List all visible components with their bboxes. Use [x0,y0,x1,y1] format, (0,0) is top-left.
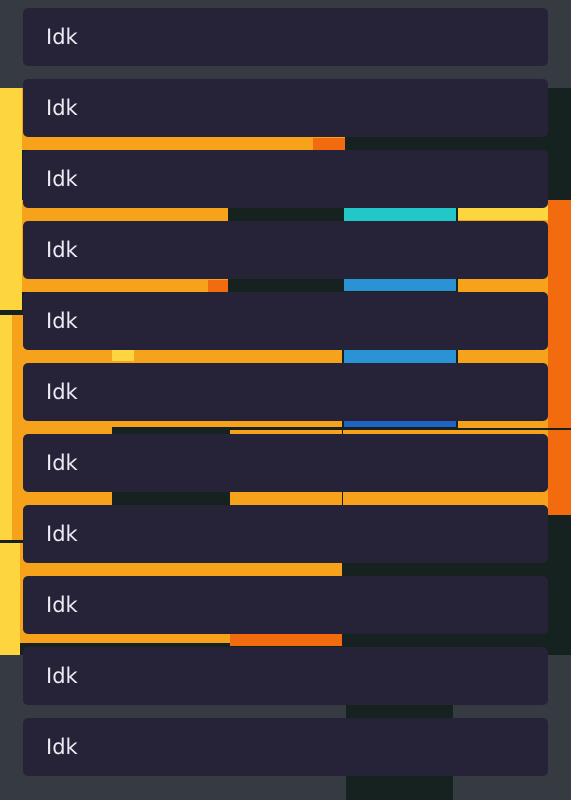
list-item[interactable]: Idk [23,647,548,705]
item-list: Idk Idk Idk Idk Idk Idk Idk Idk Idk Idk Idk [23,8,548,789]
list-item[interactable]: Idk [23,718,548,776]
list-item[interactable]: Idk [23,292,548,350]
list-item[interactable]: Idk [23,8,548,66]
list-item[interactable]: Idk [23,434,548,492]
list-item[interactable]: Idk [23,576,548,634]
block [344,207,456,221]
block-edge [0,200,22,310]
block-shade [313,138,345,150]
block-shade [230,630,342,646]
list-item[interactable]: Idk [23,221,548,279]
list-item[interactable]: Idk [23,79,548,137]
block [0,315,112,540]
list-item[interactable]: Idk [23,505,548,563]
list-item[interactable]: Idk [23,363,548,421]
block-edge [0,88,22,200]
list-item[interactable]: Idk [23,150,548,208]
block-shade [208,280,228,292]
block-edge [0,315,12,540]
block-shade [548,200,571,428]
block-edge [0,543,20,655]
block-shade [548,430,571,515]
